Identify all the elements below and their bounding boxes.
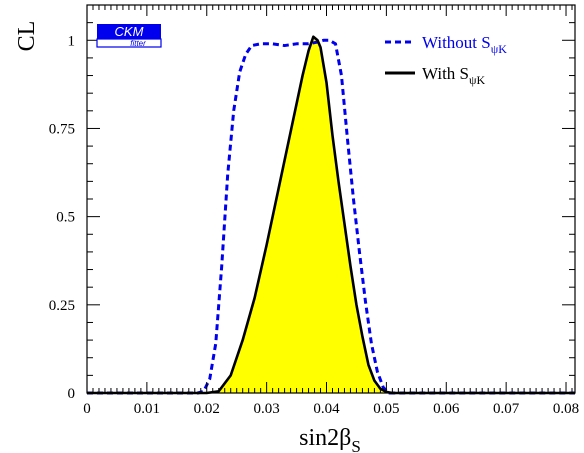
y-tick-label: 0 [68, 386, 76, 402]
x-tick-label: 0.02 [194, 401, 220, 417]
x-tick-label: 0.08 [553, 401, 579, 417]
legend-label-without: Without SψK [422, 33, 507, 56]
x-tick-label: 0.01 [134, 401, 160, 417]
series-fill-1 [87, 36, 575, 393]
x-tick-label: 0.04 [313, 401, 340, 417]
x-tick-label: 0.03 [254, 401, 280, 417]
logo-bottom-box [96, 38, 162, 48]
x-tick-label: 0.07 [493, 401, 520, 417]
legend-label-with-sub: ψK [469, 73, 486, 87]
series-line-0 [87, 38, 575, 395]
logo-bottom-text: fitter [130, 39, 146, 48]
ckmfitter-logo: CKM fitter [96, 24, 162, 48]
legend-label-without-main: Without S [422, 33, 491, 52]
legend-label-with-main: With S [422, 64, 469, 83]
logo-top-bar [97, 24, 161, 39]
legend-label-with: With SψK [422, 64, 486, 87]
legend-label-without-sub: ψK [491, 42, 508, 56]
axes [86, 4, 576, 394]
series-line-1 [87, 35, 575, 395]
x-tick-label: 0.06 [433, 401, 460, 417]
plot-area [87, 35, 575, 395]
x-axis-title: sin2βS [299, 425, 361, 453]
legend: Without SψK With SψK [385, 33, 507, 87]
logo-top-text: CKM [115, 24, 144, 39]
x-tick-label: 0 [83, 401, 91, 417]
tick-labels: 0 0.01 0.02 0.03 0.04 0.05 0.06 0.07 0.08 0 0.25 0.… [49, 33, 579, 417]
y-tick-label: 0.25 [49, 298, 75, 314]
x-axis-title-sub: S [351, 437, 360, 453]
y-tick-label: 0.75 [49, 121, 75, 137]
y-axis-title: CL [14, 21, 40, 52]
x-tick-label: 0.05 [373, 401, 399, 417]
y-tick-label: 0.5 [56, 210, 75, 226]
x-axis-title-main: sin2β [299, 425, 351, 451]
y-tick-label: 1 [68, 33, 76, 49]
